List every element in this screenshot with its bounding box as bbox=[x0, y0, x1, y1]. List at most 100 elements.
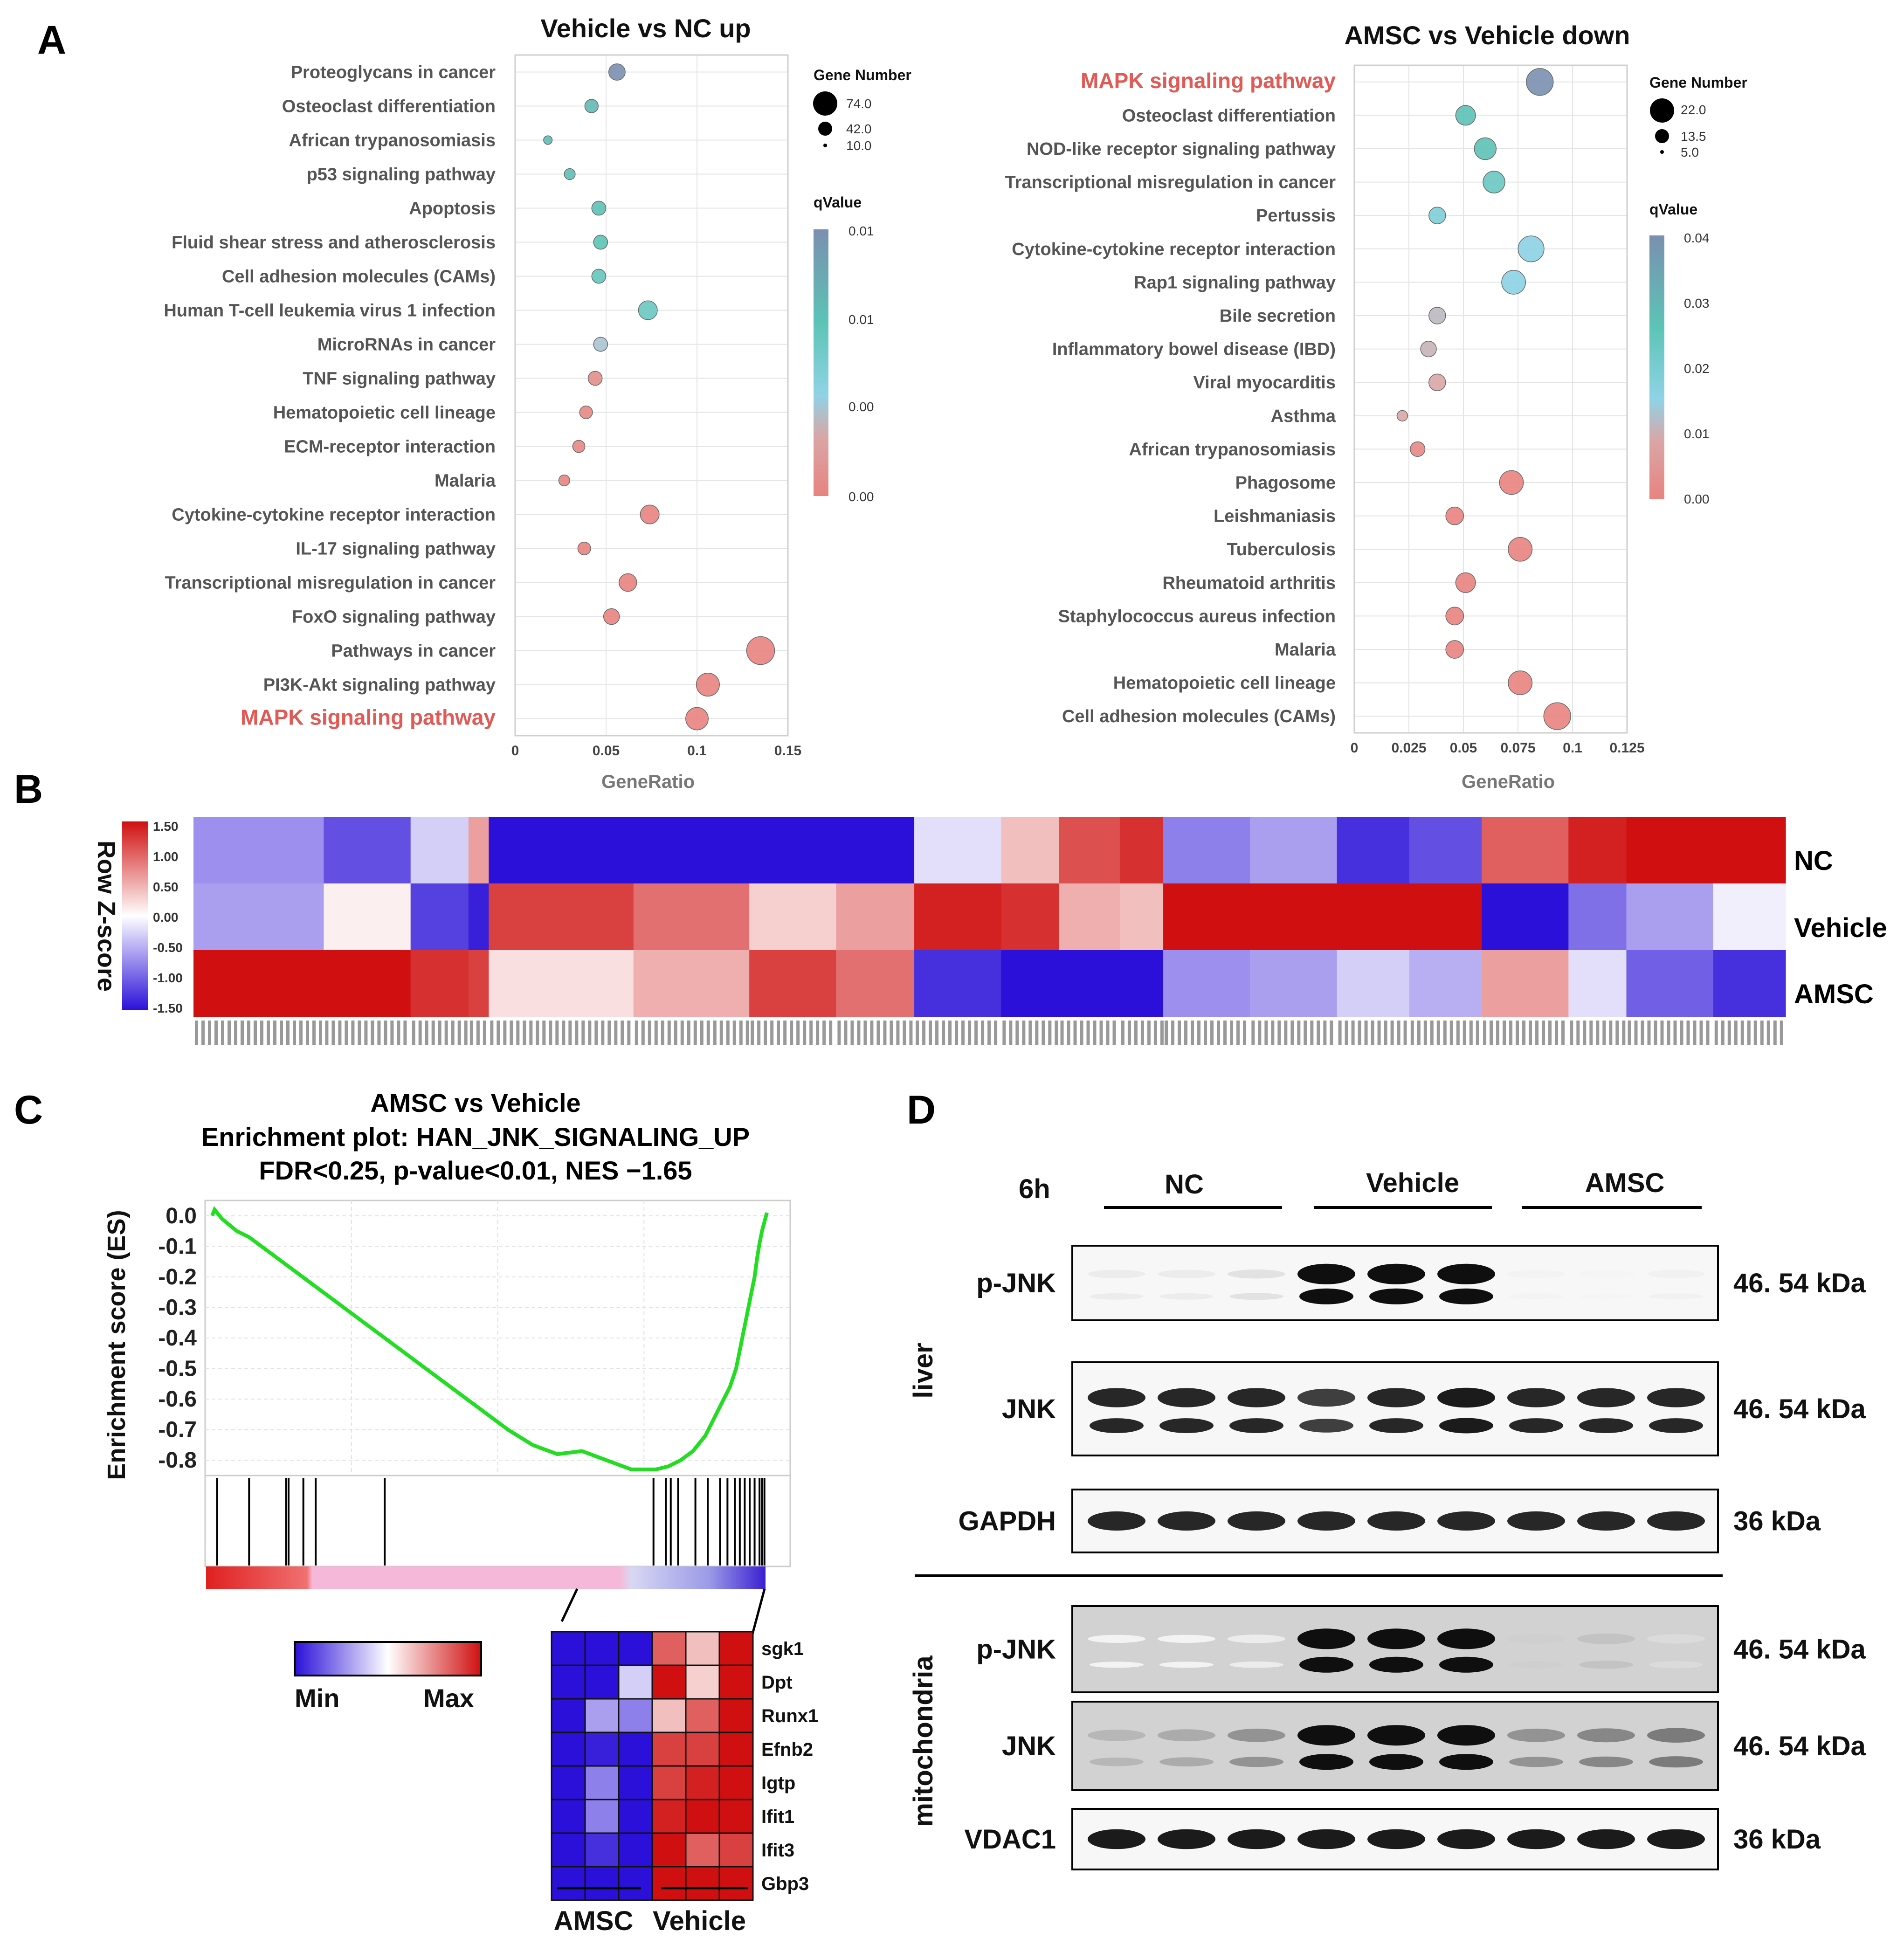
bubble-point bbox=[1445, 640, 1464, 659]
gene-column-label bbox=[1351, 1021, 1355, 1045]
heatmap-cell bbox=[1713, 817, 1786, 883]
core-heatmap-cell bbox=[718, 1799, 754, 1834]
gene-column-label bbox=[1469, 1021, 1473, 1045]
gene-column-label bbox=[1753, 1021, 1757, 1045]
gene-column-label bbox=[809, 1021, 813, 1045]
heatmap-cell bbox=[324, 883, 411, 950]
blot-band bbox=[1297, 1388, 1355, 1407]
color-legend-bar bbox=[1649, 235, 1664, 499]
color-legend-tick: 0.00 bbox=[1684, 492, 1710, 506]
color-legend-tick: 0.01 bbox=[849, 224, 874, 238]
core-heatmap-cell bbox=[584, 1698, 620, 1733]
blot-band bbox=[1367, 1725, 1425, 1746]
row-label-amsc: AMSC bbox=[1794, 979, 1874, 1009]
heatmap-cell bbox=[1568, 950, 1627, 1017]
es-y-tick: -0.1 bbox=[158, 1234, 197, 1259]
gene-column-label bbox=[1197, 1021, 1201, 1045]
gene-column-label bbox=[1022, 1021, 1026, 1045]
gene-column-label bbox=[1548, 1021, 1552, 1045]
core-heatmap-cell bbox=[685, 1698, 720, 1733]
pathway-label: Proteoglycans in cancer bbox=[291, 63, 496, 83]
bubble-point bbox=[572, 440, 586, 453]
gene-column-label bbox=[555, 1021, 559, 1045]
gene-column-label bbox=[863, 1021, 867, 1045]
core-heatmap-cell bbox=[718, 1765, 754, 1800]
gene-column-label bbox=[693, 1021, 697, 1045]
gene-column-label bbox=[796, 1021, 800, 1045]
gene-column-label bbox=[418, 1021, 422, 1045]
blot-band bbox=[1158, 1829, 1215, 1849]
core-heatmap-cell bbox=[584, 1832, 620, 1868]
gene-column-label bbox=[1009, 1021, 1013, 1045]
gene-column-label bbox=[1476, 1021, 1479, 1045]
pathway-label: Apoptosis bbox=[409, 199, 496, 219]
chart-title: AMSC vs Vehicle down bbox=[1344, 21, 1630, 50]
heatmap-cell bbox=[1119, 950, 1164, 1017]
core-heatmap-cell bbox=[551, 1765, 586, 1800]
heatmap-cell bbox=[1409, 883, 1482, 950]
gene-column-label bbox=[1042, 1021, 1045, 1045]
gene-column-label bbox=[476, 1021, 480, 1045]
gene-column-label bbox=[607, 1021, 611, 1045]
core-heatmap-cell bbox=[651, 1832, 687, 1868]
bubble-point bbox=[1428, 307, 1446, 324]
gene-column-label bbox=[713, 1021, 717, 1045]
heatmap-cell bbox=[489, 817, 634, 883]
heatmap-cell bbox=[1626, 817, 1714, 883]
core-heatmap-cell bbox=[718, 1631, 754, 1666]
heatmap-cell bbox=[1626, 883, 1714, 950]
gene-column-label bbox=[745, 1021, 749, 1045]
size-legend-label-large: 74.0 bbox=[846, 97, 872, 111]
gene-column-label bbox=[757, 1021, 761, 1045]
core-heatmap-cell bbox=[551, 1631, 586, 1666]
colorbar-tick: 0.50 bbox=[153, 880, 179, 894]
heatmap-cell bbox=[836, 950, 915, 1017]
pathway-label: ECM-receptor interaction bbox=[284, 437, 496, 457]
heatmap-cell bbox=[1337, 883, 1410, 950]
gene-column-label bbox=[451, 1021, 455, 1045]
bubble-point bbox=[619, 573, 637, 592]
size-legend-circle-mid bbox=[1655, 129, 1669, 143]
band-label: p-JNK bbox=[976, 1635, 1056, 1665]
gene-column-label bbox=[1693, 1021, 1697, 1045]
gene-column-label bbox=[844, 1021, 848, 1045]
bubble-point bbox=[564, 168, 576, 180]
core-heatmap-cell bbox=[651, 1866, 687, 1901]
blot-band bbox=[1088, 1730, 1145, 1741]
bubble-point bbox=[584, 99, 599, 113]
section-label-mitochondria: mitochondria bbox=[908, 1655, 938, 1827]
core-gene-label: Gbp3 bbox=[761, 1874, 809, 1894]
gene-column-label bbox=[403, 1021, 407, 1045]
panel-letter-b: B bbox=[14, 767, 43, 812]
core-heatmap-cell bbox=[618, 1799, 653, 1834]
x-tick-label: 0.1 bbox=[1563, 740, 1582, 756]
gene-column-label bbox=[968, 1021, 972, 1045]
gene-column-label bbox=[425, 1021, 428, 1045]
blot-band bbox=[1437, 1725, 1495, 1746]
gene-column-label bbox=[883, 1021, 887, 1045]
bubble-point bbox=[593, 337, 608, 352]
band-label: p-JNK bbox=[976, 1268, 1056, 1298]
heatmap-cell bbox=[1001, 950, 1060, 1017]
pathway-label: Pathways in cancer bbox=[331, 641, 496, 661]
gene-column-label bbox=[816, 1021, 820, 1045]
pathway-label: TNF signaling pathway bbox=[303, 369, 496, 389]
heatmap-cell bbox=[1482, 883, 1569, 950]
gene-column-label bbox=[1747, 1021, 1751, 1045]
gene-column-label bbox=[331, 1021, 335, 1045]
heatmap-cell bbox=[193, 950, 324, 1017]
pathway-label: Fluid shear stress and atherosclerosis bbox=[172, 233, 496, 253]
gene-column-label bbox=[1204, 1021, 1207, 1045]
gene-column-label bbox=[1522, 1021, 1526, 1045]
core-heatmap-cell bbox=[651, 1799, 687, 1834]
blot-band bbox=[1297, 1829, 1355, 1849]
gene-column-label bbox=[364, 1021, 368, 1045]
blot-band bbox=[1647, 1269, 1705, 1278]
heatmap-cell bbox=[1409, 817, 1482, 883]
blot-band bbox=[1090, 1418, 1144, 1433]
gene-column-label bbox=[1330, 1021, 1333, 1045]
blot-band bbox=[1367, 1511, 1425, 1531]
blot-band bbox=[1228, 1511, 1285, 1531]
gene-column-label bbox=[1258, 1021, 1262, 1045]
core-heatmap-cell bbox=[584, 1799, 620, 1834]
